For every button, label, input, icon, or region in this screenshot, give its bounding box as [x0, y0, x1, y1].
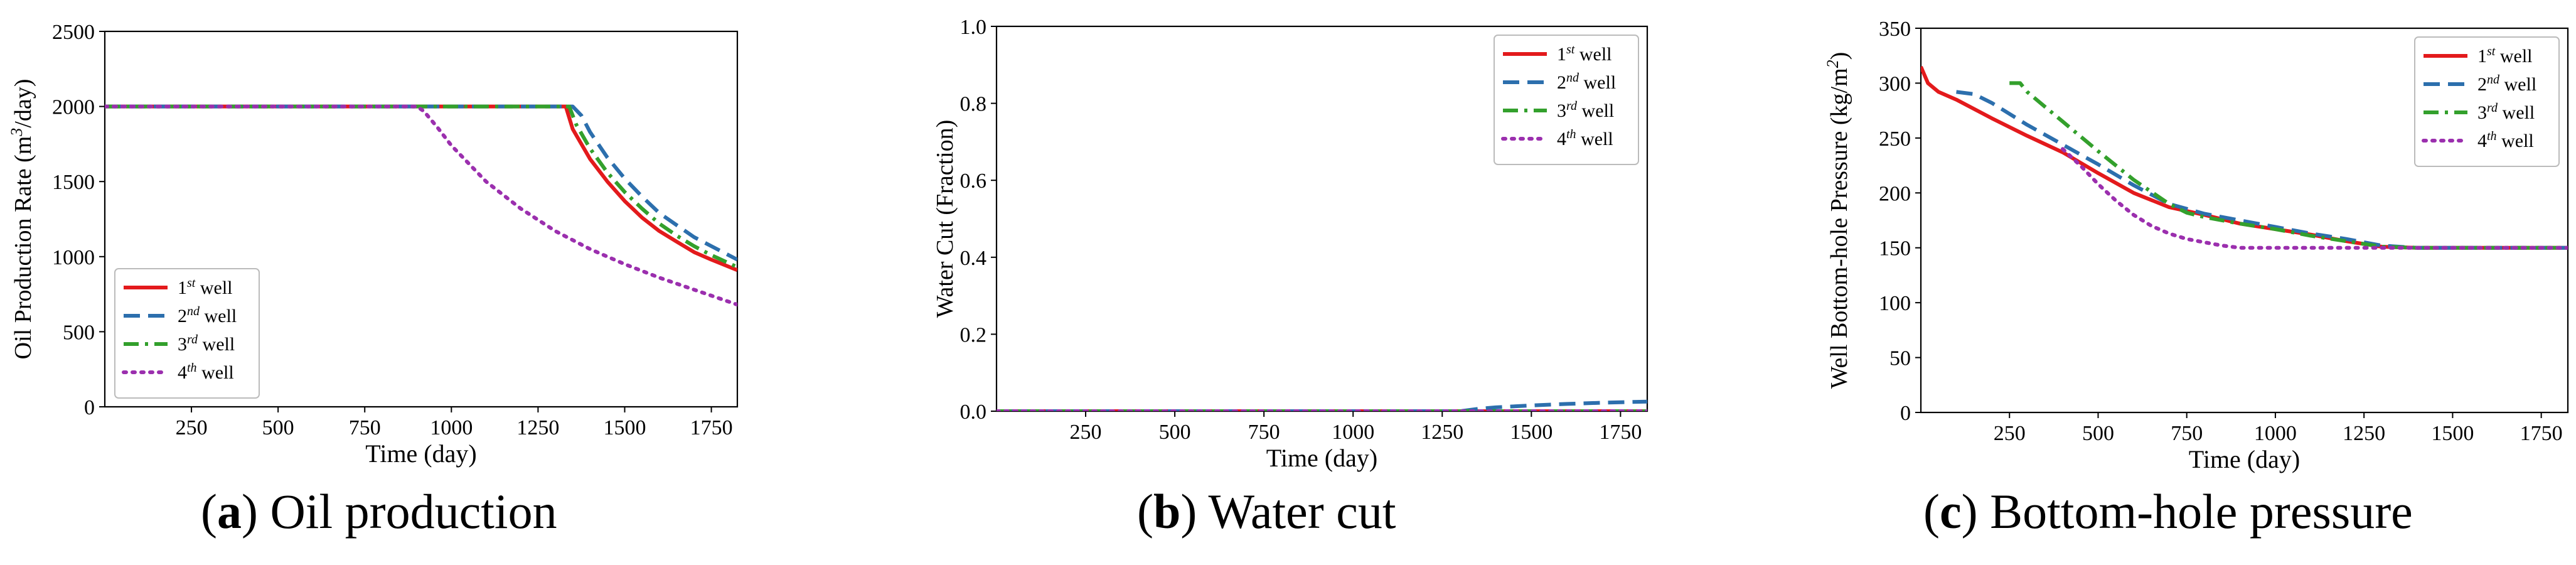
caption-c-text: Bottom-hole pressure	[1990, 484, 2413, 539]
bhp-x-tick-label: 1750	[2520, 422, 2563, 445]
water-legend-label-w3: 3rd well	[1557, 99, 1614, 121]
oil-legend-label-w3: 3rd well	[178, 333, 235, 355]
bhp-y-tick-label: 0	[1900, 402, 1911, 425]
bhp-x-tick-label: 750	[2171, 422, 2203, 445]
bhp-x-axis-label: Time (day)	[2189, 445, 2300, 473]
water-x-tick-label: 1750	[1599, 421, 1642, 444]
water-y-tick-label: 1.0	[960, 16, 987, 39]
oil-y-tick-label: 1500	[52, 171, 95, 194]
oil-legend-label-w1: 1st well	[178, 276, 233, 298]
water-legend-label-w2: 2nd well	[1557, 71, 1616, 93]
water-y-tick-label: 0.4	[960, 247, 987, 270]
caption-c: (c) Bottom-hole pressure	[1923, 484, 2413, 539]
bhp-legend-label-w1: 1st well	[2477, 45, 2533, 67]
water-x-tick-label: 1000	[1332, 421, 1374, 444]
oil-plot-frame	[104, 30, 739, 408]
bhp-legend-label-w3: 3rd well	[2477, 101, 2535, 123]
oil-legend-label-w2: 2nd well	[178, 304, 237, 326]
bhp-legend-label-w4: 4th well	[2477, 129, 2534, 151]
oil-legend-label-w4: 4th well	[178, 361, 234, 383]
oil-x-tick-label: 1250	[516, 416, 559, 439]
panel-bottom-hole-pressure: 250 500 750 1000 1250 1500 1750 0 50 100 150 200 250…	[1824, 18, 2569, 473]
water-legend-label-w1: 1st well	[1557, 43, 1612, 65]
oil-series-line-w2	[105, 104, 737, 262]
caption-c-letter: c	[1939, 484, 1962, 539]
bhp-y-tick-label: 200	[1879, 182, 1911, 205]
oil-series-line-w1	[105, 104, 737, 272]
bhp-series-line-w4	[2061, 147, 2568, 250]
caption-a: (a) Oil production	[201, 484, 557, 539]
water-legend-label-w4: 4th well	[1557, 127, 1613, 149]
bhp-y-axis-label: Well Bottom-hole Pressure (kg/m2)	[1824, 52, 1852, 389]
oil-x-tick-label: 500	[262, 416, 294, 439]
water-legend-box	[1494, 35, 1639, 165]
bhp-y-tick-label: 250	[1879, 127, 1911, 151]
bhp-y-tick-label: 50	[1889, 347, 1911, 370]
water-x-tick-label: 1500	[1510, 421, 1553, 444]
bhp-y-tick-label: 300	[1879, 72, 1911, 95]
oil-x-tick-label: 1750	[690, 416, 733, 439]
bhp-plot-frame	[1920, 27, 2569, 414]
water-y-tick-label: 0.6	[960, 170, 987, 193]
oil-y-tick-label: 1000	[52, 246, 95, 269]
bhp-y-tick-label: 150	[1879, 237, 1911, 261]
bhp-x-tick-label: 250	[1994, 422, 2026, 445]
water-x-tick-label: 500	[1159, 421, 1191, 444]
bhp-x-tick-label: 1000	[2254, 422, 2297, 445]
oil-x-axis-label: Time (day)	[365, 439, 476, 468]
water-x-axis-label: Time (day)	[1266, 444, 1377, 472]
caption-b: (b) Water cut	[1137, 484, 1396, 539]
panel-oil-production: 250 500 750 1000 1250 1500 1750 0 500 1000 1500 200…	[8, 21, 739, 468]
oil-y-tick-label: 2500	[52, 21, 95, 44]
oil-y-tick-label: 500	[63, 321, 95, 344]
oil-x-tick-label: 1000	[430, 416, 473, 439]
oil-series-line-w3	[105, 104, 737, 269]
water-y-tick-label: 0.2	[960, 323, 987, 347]
oil-y-axis-label: Oil Production Rate (m3/day)	[8, 79, 36, 360]
oil-x-tick-label: 250	[176, 416, 208, 439]
bhp-legend-box	[2414, 36, 2560, 167]
water-x-tick-label: 1250	[1421, 421, 1463, 444]
oil-x-tick-label: 1500	[603, 416, 646, 439]
oil-x-tick-label: 750	[349, 416, 381, 439]
water-x-tick-label: 250	[1070, 421, 1102, 444]
bhp-y-tick-label: 350	[1879, 18, 1911, 41]
bhp-x-tick-label: 1500	[2431, 422, 2474, 445]
water-y-tick-label: 0.8	[960, 93, 987, 116]
caption-a-letter: a	[216, 484, 242, 539]
panel-water-cut: 250 500 750 1000 1250 1500 1750 0.0 0.2 0.4 0.6 0.8…	[932, 16, 1649, 472]
water-y-tick-label: 0.0	[960, 401, 987, 424]
bhp-series-line-w3	[2009, 81, 2568, 250]
bhp-x-tick-label: 500	[2082, 422, 2114, 445]
oil-series-line-w4	[105, 104, 737, 307]
water-x-tick-label: 750	[1248, 421, 1280, 444]
caption-b-letter: b	[1153, 484, 1181, 539]
bhp-y-tick-label: 100	[1879, 292, 1911, 315]
oil-legend-box	[114, 268, 260, 399]
caption-b-text: Water cut	[1208, 484, 1396, 539]
bhp-legend-label-w2: 2nd well	[2477, 73, 2536, 95]
bhp-x-tick-label: 1250	[2343, 422, 2385, 445]
oil-y-tick-label: 0	[84, 396, 95, 419]
water-y-axis-label: Water Cut (Fraction)	[932, 120, 958, 318]
caption-a-text: Oil production	[270, 484, 557, 539]
oil-y-tick-label: 2000	[52, 96, 95, 119]
